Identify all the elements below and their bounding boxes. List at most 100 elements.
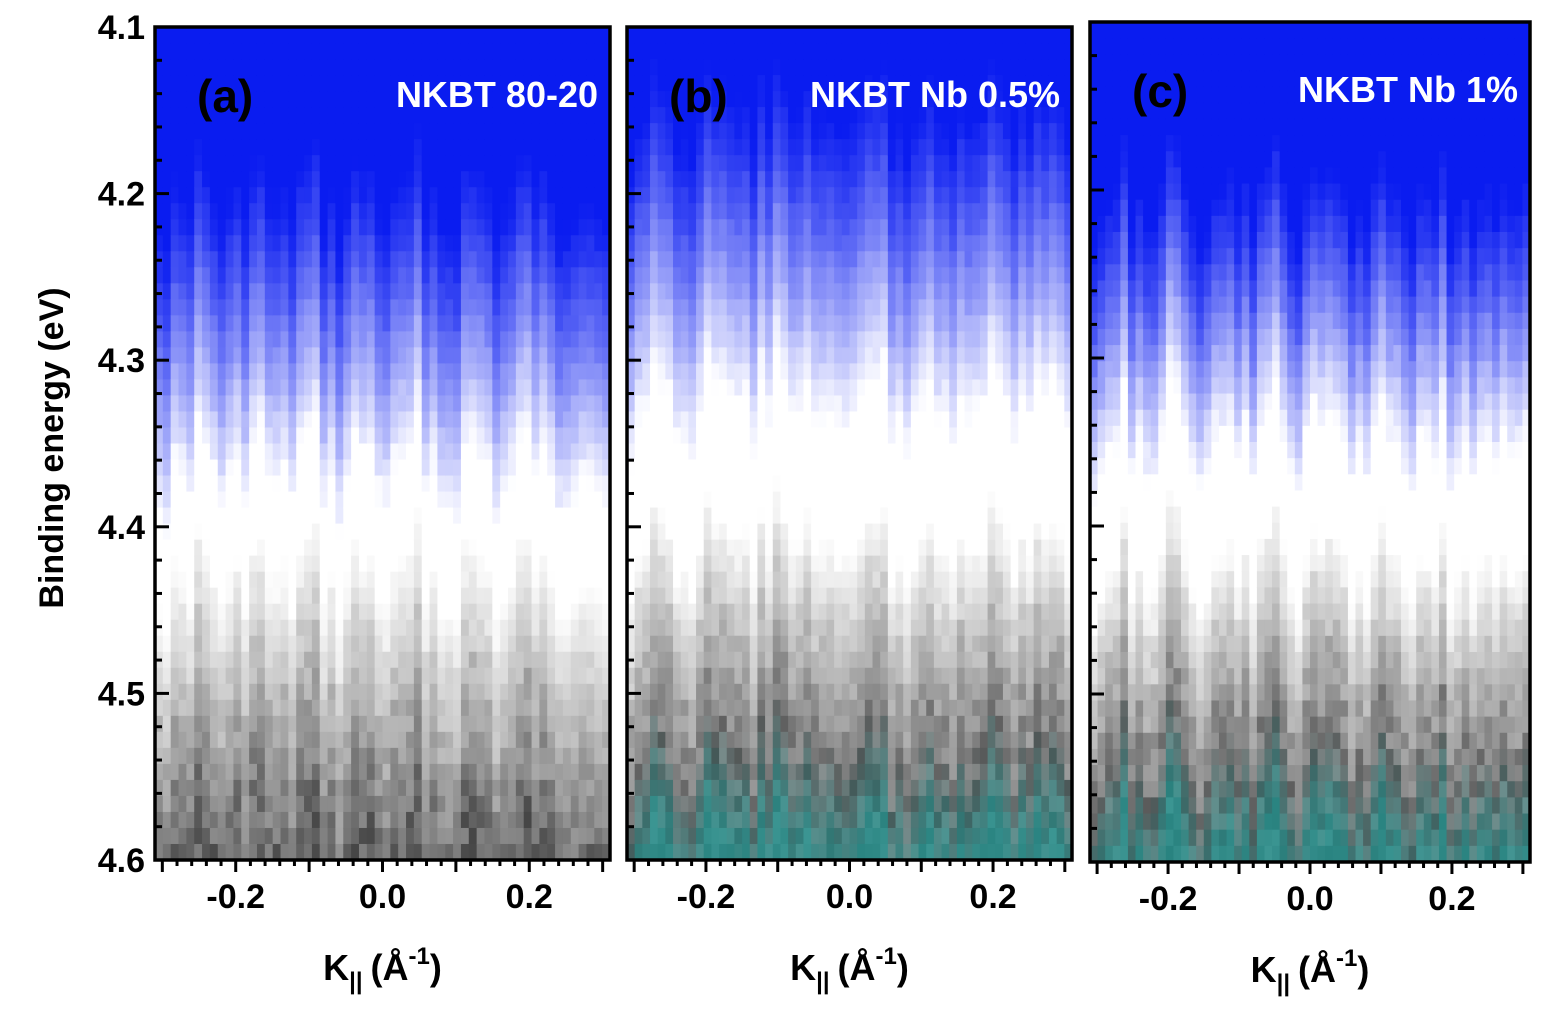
heatmap-cell [225,107,235,124]
heatmap-cell [311,315,321,332]
heatmap-cell [366,699,376,717]
heatmap-cell [857,187,866,204]
heatmap-cell [413,267,423,284]
heatmap-cell [834,347,843,364]
heatmap-cell [319,763,329,781]
heatmap-cell [225,235,235,252]
heatmap-cell [703,459,712,477]
heatmap-cell [539,235,548,252]
heatmap-cell [887,395,897,413]
heatmap-cell [757,363,766,381]
heatmap-cell [788,187,797,204]
heatmap-cell [217,331,227,348]
heatmap-cell [398,683,407,701]
heatmap-cell [696,459,705,477]
heatmap-cell [484,363,493,381]
heatmap-cell [343,539,352,557]
heatmap-cell [319,747,329,765]
heatmap-cell [508,123,517,140]
heatmap-cell [351,315,360,332]
heatmap-cell [194,827,203,845]
heatmap-cell [335,779,344,797]
heatmap-cell [570,683,580,701]
heatmap-cell [895,411,904,429]
heatmap-cell [264,507,274,525]
heatmap-cell [834,379,843,397]
heatmap-cell [586,747,595,765]
heatmap-cell [194,171,203,188]
heatmap-cell [406,139,415,156]
heatmap-cell [696,187,705,204]
heatmap-cell [627,331,636,348]
heatmap-cell [296,491,305,509]
heatmap-cell [453,779,462,797]
heatmap-cell [711,347,720,364]
heatmap-cell [688,747,697,765]
heatmap-cell [225,443,235,461]
heatmap-cell [742,507,751,525]
heatmap-cell [811,27,820,44]
heatmap-cell [327,539,337,557]
heatmap-cell [413,283,423,300]
heatmap-cell [665,667,674,685]
heatmap-cell [484,827,493,845]
heatmap-cell [249,43,258,60]
heatmap-cell [555,731,564,749]
heatmap-cell [413,75,423,92]
heatmap-cell [872,795,881,813]
heatmap-cell [374,523,384,541]
heatmap-cell [155,459,164,477]
heatmap-cell [711,731,720,749]
heatmap-cell [311,763,321,781]
heatmap-cell [726,667,736,685]
heatmap-cell [780,827,789,845]
heatmap-cell [570,699,580,717]
heatmap-cell [903,331,912,348]
heatmap-cell [803,587,812,605]
heatmap-cell [634,827,643,845]
heatmap-cell [788,27,797,44]
heatmap-cell [857,379,866,397]
heatmap-cell [742,619,751,637]
heatmap-cell [162,219,172,236]
heatmap-cell [788,715,797,733]
heatmap-cell [864,75,874,92]
heatmap-cell [358,587,368,605]
heatmap-cell [555,379,564,397]
heatmap-cell [803,139,812,156]
heatmap-cell [500,763,509,781]
heatmap-cell [523,315,533,332]
heatmap-cell [437,283,446,300]
heatmap-cell [366,331,376,348]
heatmap-cell [170,75,180,92]
heatmap-cell [209,107,219,124]
heatmap-cell [696,507,705,525]
heatmap-cell [555,155,564,172]
heatmap-cell [749,571,759,589]
heatmap-cell [562,139,572,156]
heatmap-cell [453,747,462,765]
heatmap-cell [562,827,572,845]
heatmap-cell [749,651,759,669]
heatmap-cell [523,91,533,108]
heatmap-cell [484,651,493,669]
heatmap-cell [642,43,651,60]
heatmap-cell [703,27,712,44]
heatmap-cell [233,795,242,813]
heatmap-cell [468,747,478,765]
heatmap-cell [421,123,431,140]
heatmap-cell [453,203,462,220]
heatmap-cell [642,91,651,108]
heatmap-cell [202,667,211,685]
heatmap-cell [742,523,751,541]
heatmap-cell [818,123,828,140]
heatmap-cell [500,507,509,525]
heatmap-cell [749,795,759,813]
heatmap-cell [500,299,509,316]
heatmap-cell [742,59,751,76]
heatmap-cell [849,283,858,300]
heatmap-cell [374,331,384,348]
heatmap-cell [358,667,368,685]
heatmap-cell [406,603,415,621]
heatmap-cell [398,747,407,765]
